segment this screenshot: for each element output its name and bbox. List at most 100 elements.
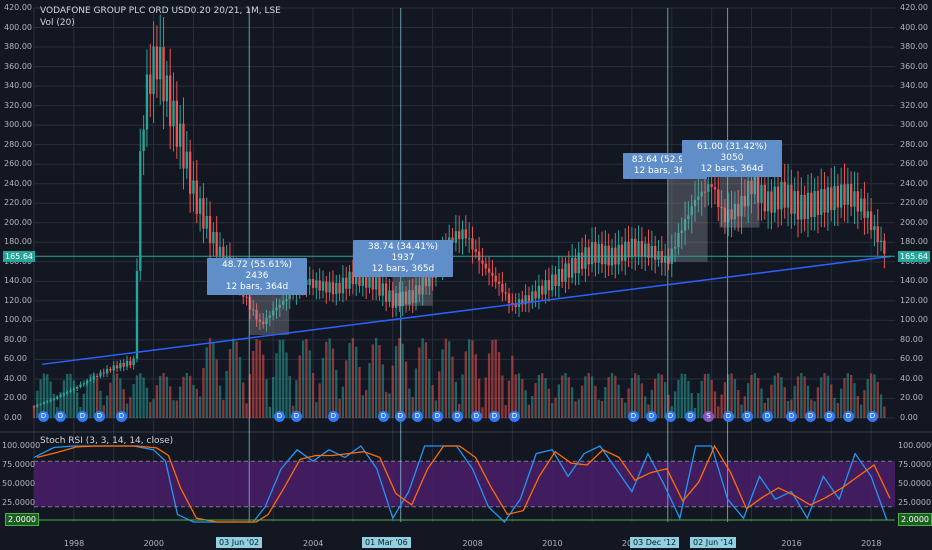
dividend-marker[interactable]: D — [509, 411, 520, 422]
volume-bar — [786, 401, 790, 418]
price-tick: 360.00 — [900, 61, 928, 71]
candle-body — [378, 276, 381, 296]
volume-bar — [424, 342, 428, 418]
candle-body — [212, 231, 215, 244]
chart-title: VODAFONE GROUP PLC ORD USD0.20 20/21, 1M… — [40, 6, 281, 16]
measure-annotation-2[interactable]: 38.74 (34.41%) 1937 12 bars, 365d — [353, 240, 453, 277]
volume-bar — [830, 384, 833, 418]
dividend-marker[interactable]: D — [685, 411, 696, 422]
dividend-marker[interactable]: D — [412, 411, 423, 422]
dividend-marker[interactable]: D — [378, 411, 389, 422]
dividend-marker[interactable]: D — [471, 411, 482, 422]
dividend-marker[interactable]: D — [38, 411, 49, 422]
price-tick: 80.00 — [4, 334, 27, 344]
dividend-marker[interactable]: D — [805, 411, 816, 422]
volume-bar — [212, 342, 215, 418]
volume-bar — [840, 388, 843, 418]
volume-bar — [723, 382, 727, 418]
candle-body — [836, 185, 840, 208]
dividend-marker[interactable]: D — [628, 411, 639, 422]
volume-bar — [378, 345, 381, 418]
volume-bar — [816, 387, 820, 418]
candle-body — [198, 198, 202, 214]
dividend-marker[interactable]: D — [646, 411, 657, 422]
dividend-marker[interactable]: D — [94, 411, 105, 422]
candle-body — [790, 184, 793, 214]
candle-body — [783, 181, 786, 208]
split-marker[interactable]: S — [703, 411, 714, 422]
volume-bar — [720, 394, 723, 418]
candle-body — [272, 310, 275, 316]
volume-bar — [879, 394, 883, 418]
volume-bar — [826, 375, 830, 418]
dividend-marker[interactable]: D — [723, 411, 734, 422]
price-tick: 340.00 — [4, 81, 32, 91]
trendline — [41, 255, 892, 366]
volume-bar — [358, 367, 361, 418]
candle-body — [474, 249, 477, 252]
dividend-marker[interactable]: D — [116, 411, 127, 422]
measure-annotation-1[interactable]: 48.72 (55.61%) 2436 12 bars, 364d — [207, 258, 307, 295]
dividend-marker[interactable]: D — [867, 411, 878, 422]
volume-bar — [172, 400, 175, 418]
measure-box — [667, 178, 708, 262]
volume-bar — [295, 380, 298, 418]
dividend-marker[interactable]: D — [843, 411, 854, 422]
candle-body — [371, 272, 374, 290]
price-tag-left: 165.64 — [3, 251, 35, 262]
price-tick: 240.00 — [4, 178, 32, 188]
candle-body — [541, 285, 544, 295]
candle-body — [554, 274, 557, 287]
candle-body — [328, 282, 331, 293]
dividend-marker[interactable]: D — [824, 411, 835, 422]
volume-bar — [95, 379, 99, 418]
candle-body — [511, 302, 514, 304]
dividend-marker[interactable]: D — [742, 411, 753, 422]
volume-bar — [524, 390, 527, 418]
volume-bar — [773, 375, 776, 418]
dividend-marker[interactable]: D — [762, 411, 773, 422]
dividend-marker[interactable]: D — [452, 411, 463, 422]
rsi-tick: 50.0000 — [898, 479, 932, 488]
candle-body — [95, 376, 99, 378]
time-tick: 1998 — [63, 539, 85, 548]
dividend-marker[interactable]: D — [786, 411, 797, 422]
volume-bar — [202, 368, 205, 418]
candle-body — [504, 292, 507, 294]
stoch-d-line — [36, 444, 891, 523]
volume-bar — [730, 373, 733, 418]
dividend-marker[interactable]: D — [55, 411, 66, 422]
candle-body — [570, 257, 574, 278]
volume-bar — [444, 338, 448, 418]
candle-body — [869, 211, 873, 231]
stoch-rsi-label[interactable]: Stoch RSI (3, 3, 14, 14, close) — [40, 436, 174, 446]
candle-body — [843, 184, 846, 205]
volume-bar — [438, 371, 441, 418]
dividend-marker[interactable]: D — [328, 411, 339, 422]
time-tick: 2010 — [542, 539, 563, 548]
volume-bar — [869, 373, 873, 418]
candle-body — [424, 277, 428, 287]
dividend-marker[interactable]: D — [77, 411, 88, 422]
candle-body — [720, 206, 723, 208]
candle-body — [418, 285, 421, 295]
volume-bar — [451, 356, 454, 418]
volume-bar — [245, 403, 248, 418]
volume-bar — [823, 373, 826, 418]
candle-body — [411, 290, 414, 303]
dividend-marker[interactable]: D — [665, 411, 676, 422]
candle-body — [846, 183, 849, 205]
dividend-marker[interactable]: D — [432, 411, 443, 422]
candle-body — [557, 268, 561, 287]
dividend-marker[interactable]: D — [489, 411, 500, 422]
volume-indicator-label[interactable]: Vol (20) — [40, 18, 75, 28]
measure-annotation-4[interactable]: 61.00 (31.42%) 3050 12 bars, 364d — [682, 140, 782, 177]
dividend-marker[interactable]: D — [291, 411, 302, 422]
dividend-marker[interactable]: D — [395, 411, 406, 422]
dividend-marker[interactable]: D — [274, 411, 285, 422]
candle-body — [374, 276, 378, 290]
candle-body — [803, 194, 806, 220]
volume-bar — [640, 383, 644, 418]
volume-bar — [448, 341, 451, 418]
